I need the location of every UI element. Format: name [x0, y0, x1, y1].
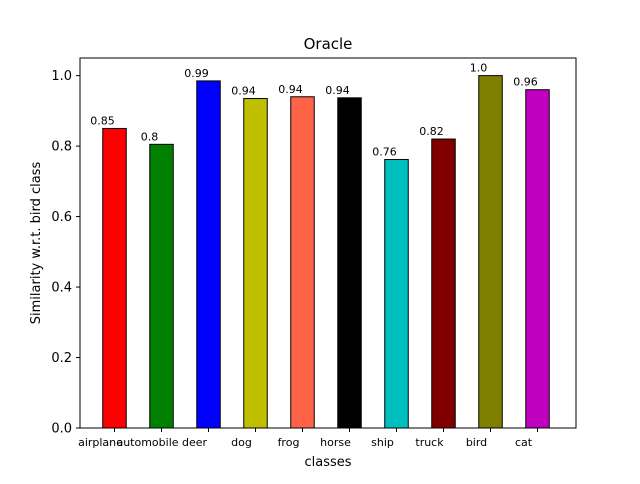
y-tick-label: 0.0: [51, 422, 72, 437]
x-tick-label: truck: [415, 436, 444, 449]
data-label: 0.96: [513, 76, 538, 89]
x-tick-label: cat: [515, 436, 533, 449]
x-tick-label: frog: [278, 436, 300, 449]
data-label: 0.94: [278, 83, 303, 96]
data-label: 1.0: [470, 62, 488, 75]
x-tick-label: bird: [466, 436, 487, 449]
data-label: 0.76: [372, 145, 397, 158]
x-tick-label: airplane: [78, 436, 123, 449]
data-label: 0.85: [90, 114, 115, 127]
bar-horse: [337, 97, 362, 429]
x-tick-label: ship: [371, 436, 394, 449]
y-tick-label: 0.2: [51, 351, 72, 366]
x-tick-label: dog: [231, 436, 252, 449]
bar-ship: [384, 158, 409, 429]
bar-frog: [290, 96, 315, 429]
bar-truck: [431, 138, 456, 429]
data-label: 0.99: [184, 67, 209, 80]
data-label: 0.94: [325, 84, 350, 97]
bar-dog: [243, 98, 268, 429]
x-tick-label: horse: [320, 436, 351, 449]
data-label: 0.8: [141, 130, 159, 143]
bar-bird: [478, 75, 503, 429]
y-axis-label: Similarity w.r.t. bird class: [29, 162, 44, 325]
bar-cat: [525, 89, 550, 429]
x-tick-label: automobile: [116, 436, 178, 449]
plot-frame: [79, 57, 577, 429]
y-tick-label: 1.0: [51, 69, 72, 84]
y-tick-label: 0.6: [51, 210, 72, 225]
chart-title: Oracle: [304, 35, 353, 53]
bar-airplane: [102, 127, 127, 429]
x-axis-label: classes: [304, 455, 351, 470]
y-tick-label: 0.8: [51, 140, 72, 155]
bar-deer: [196, 80, 221, 429]
data-label: 0.82: [419, 125, 444, 138]
x-tick-label: deer: [182, 436, 208, 449]
bar-automobile: [149, 143, 174, 429]
plot-area: 0.0 0.2 0.4 0.6 0.8 1.0 0.85 airplane 0.8 automob…: [51, 62, 550, 449]
data-label: 0.94: [231, 85, 256, 98]
y-tick-label: 0.4: [51, 281, 72, 296]
